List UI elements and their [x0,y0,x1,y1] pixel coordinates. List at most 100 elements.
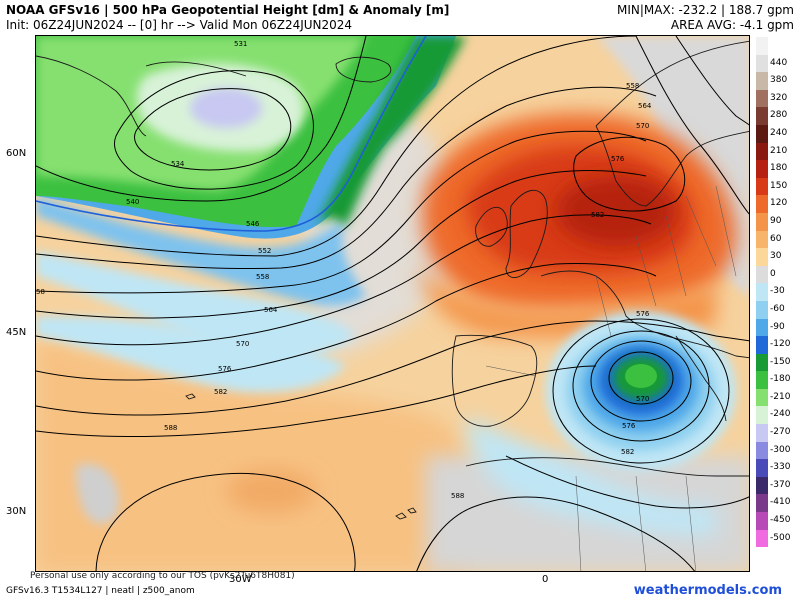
legend-label: 440 [770,57,788,68]
legend-row: 150 [756,177,796,196]
legend-swatch [756,318,768,337]
contour-label: 582 [591,211,604,219]
legend-row: -60 [756,300,796,319]
contour-label: 582 [214,388,227,396]
legend-swatch [756,459,768,477]
legend-row: -30 [756,283,796,301]
legend-row: 380 [756,72,796,90]
height-contours [36,36,749,571]
legend-swatch [756,265,768,284]
legend-label: -90 [770,321,785,332]
legend-label: 380 [770,75,788,86]
legend-row: 30 [756,248,796,266]
lon-label-30w: 30W [229,574,252,585]
contour-label: 564 [264,306,278,314]
legend-row: -270 [756,424,796,442]
legend-swatch [756,388,768,407]
legend-row: 210 [756,142,796,161]
legend-label: 120 [770,198,788,209]
legend-row: -150 [756,353,796,372]
init-valid-time: Init: 06Z24JUN2024 -- [0] hr --> Valid M… [6,18,353,32]
legend-row: 90 [756,212,796,231]
contour-label: 582 [621,448,634,456]
legend-label: 240 [770,127,788,138]
title-block: NOAA GFSv16 | 500 hPa Geopotential Heigh… [6,3,449,33]
legend-swatch [756,54,768,73]
legend-swatch [756,353,768,372]
legend-swatch [756,283,768,301]
legend-row: 240 [756,124,796,143]
legend-row: 180 [756,160,796,178]
contour-label: 546 [246,220,260,228]
contour-label: 588 [451,492,464,500]
legend-label: -500 [770,532,791,543]
map-canvas: 531 534 540 546 552 558 564 570 576 582 … [36,36,749,571]
legend-label: -120 [770,339,791,350]
anomaly-shading [36,36,749,571]
legend-swatch [756,89,768,108]
contour-label: 570 [636,395,649,403]
legend-row: -330 [756,459,796,477]
legend-label: 60 [770,233,782,244]
contour-label: 552 [258,247,271,255]
legend-label: -180 [770,374,791,385]
legend-row: 440 [756,54,796,73]
legend-swatch [756,160,768,178]
map-title: NOAA GFSv16 | 500 hPa Geopotential Heigh… [6,3,450,17]
legend-swatch [756,177,768,196]
map-panel[interactable]: 531 534 540 546 552 558 564 570 576 582 … [35,35,750,572]
contour-label: 531 [234,40,247,48]
brand-link[interactable]: weathermodels.com [633,583,782,598]
legend-label: -300 [770,444,791,455]
legend-row: -450 [756,512,796,530]
legend-row: -300 [756,441,796,460]
anomaly-legend: 440 380 320 280 240 210 180 150 120 90 60 30 0 -30 -60… [756,37,796,548]
contour-label: 58 [36,288,45,296]
legend-label: -270 [770,427,791,438]
minmax-readout: MIN|MAX: -232.2 | 188.7 gpm [617,3,794,17]
contour-label: 534 [171,160,185,168]
legend-label: -60 [770,303,785,314]
contour-label: 576 [218,365,232,373]
legend-label: 150 [770,180,788,191]
contour-label-group: 531 534 540 546 552 558 564 570 576 582 … [36,40,652,500]
contour-label: 588 [164,424,177,432]
contour-label: 576 [622,422,636,430]
legend-label: -330 [770,462,791,473]
legend-row: 120 [756,195,796,213]
legend-row: -410 [756,494,796,513]
area-avg-readout: AREA AVG: -4.1 gpm [670,18,794,32]
legend-swatch [756,494,768,513]
legend-swatch [756,107,768,125]
legend-swatch [756,424,768,442]
legend-label: -410 [770,497,791,508]
legend-label: 210 [770,145,788,156]
legend-swatch [756,230,768,249]
legend-label: 0 [770,268,776,279]
legend-row: -500 [756,529,796,548]
legend-label: -450 [770,515,791,526]
contour-label: 558 [626,82,639,90]
legend-row: 60 [756,230,796,249]
legend-swatch [756,300,768,319]
legend-swatch [756,512,768,530]
legend-swatch [756,248,768,266]
lat-label-60n: 60N [6,148,27,159]
model-info: GFSv16.3 T1534L127 | neatl | z500_anom [6,586,195,596]
legend-swatch [756,406,768,425]
legend-label: -240 [770,409,791,420]
lon-label-0: 0 [542,574,549,585]
legend-row: -180 [756,371,796,389]
legend-label: -30 [770,286,785,297]
contour-label: 570 [236,340,249,348]
lat-label-45n: 45N [6,327,27,338]
legend-label: -210 [770,391,791,402]
legend-swatch [756,529,768,548]
contour-label: 558 [256,273,269,281]
legend-row: 280 [756,107,796,125]
coastlines [36,40,749,520]
legend-row: -120 [756,336,796,354]
stats-block: MIN|MAX: -232.2 | 188.7 gpm AREA AVG: -4… [617,3,794,33]
legend-swatch [756,212,768,231]
legend-label: 320 [770,92,788,103]
